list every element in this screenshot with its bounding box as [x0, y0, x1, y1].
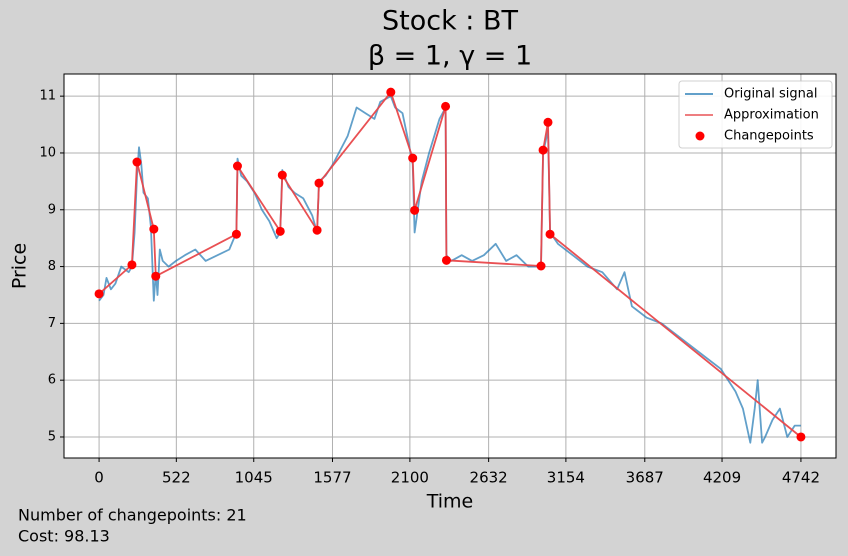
y-tick-label: 5	[48, 429, 56, 444]
x-tick-label: 1045	[235, 469, 273, 487]
y-tick-label: 10	[39, 145, 56, 160]
changepoint	[232, 161, 242, 171]
x-tick-label: 0	[94, 469, 104, 487]
changepoint	[94, 289, 104, 299]
annotation: Cost: 98.13	[18, 527, 110, 546]
x-tick-label: 2100	[391, 469, 429, 487]
changepoint	[536, 261, 546, 271]
changepoint	[314, 178, 324, 188]
y-tick-label: 7	[48, 316, 56, 331]
x-tick-label: 4209	[703, 469, 741, 487]
legend-box	[678, 80, 833, 149]
changepoint	[277, 170, 287, 180]
y-tick-label: 8	[48, 259, 56, 274]
changepoint	[275, 226, 285, 236]
changepoint	[132, 157, 142, 167]
annotation: Number of changepoints: 21	[18, 506, 247, 525]
changepoint	[410, 205, 420, 215]
changepoint	[441, 255, 451, 265]
changepoint	[441, 101, 451, 111]
changepoint	[312, 225, 322, 235]
legend-label: Original signal	[724, 87, 817, 102]
changepoint	[408, 153, 418, 163]
y-tick-label: 6	[48, 373, 56, 388]
x-tick-label: 3687	[626, 469, 664, 487]
changepoint	[543, 117, 553, 127]
changepoint	[149, 224, 159, 234]
changepoint	[538, 145, 548, 155]
x-tick-label: 2632	[470, 469, 508, 487]
legend-marker	[695, 131, 705, 141]
x-tick-label: 522	[162, 469, 191, 487]
y-axis-label: Price	[9, 243, 31, 289]
y-tick-label: 11	[39, 89, 56, 104]
x-tick-label: 3154	[547, 469, 585, 487]
changepoint	[151, 271, 161, 281]
changepoint	[231, 229, 241, 239]
changepoint	[545, 229, 555, 239]
x-tick-label: 4742	[782, 469, 820, 487]
changepoint	[127, 260, 137, 270]
legend-label: Changepoints	[724, 129, 814, 144]
plot-frame	[63, 73, 837, 459]
y-tick-label: 9	[48, 202, 56, 217]
changepoint	[386, 87, 396, 97]
x-tick-label: 1577	[313, 469, 351, 487]
changepoint	[796, 432, 806, 442]
chart-subtitle: β = 1, γ = 1	[368, 41, 532, 72]
x-axis-label: Time	[426, 491, 474, 513]
legend-label: Approximation	[724, 108, 819, 123]
chart-title: Stock : BT	[382, 6, 519, 37]
